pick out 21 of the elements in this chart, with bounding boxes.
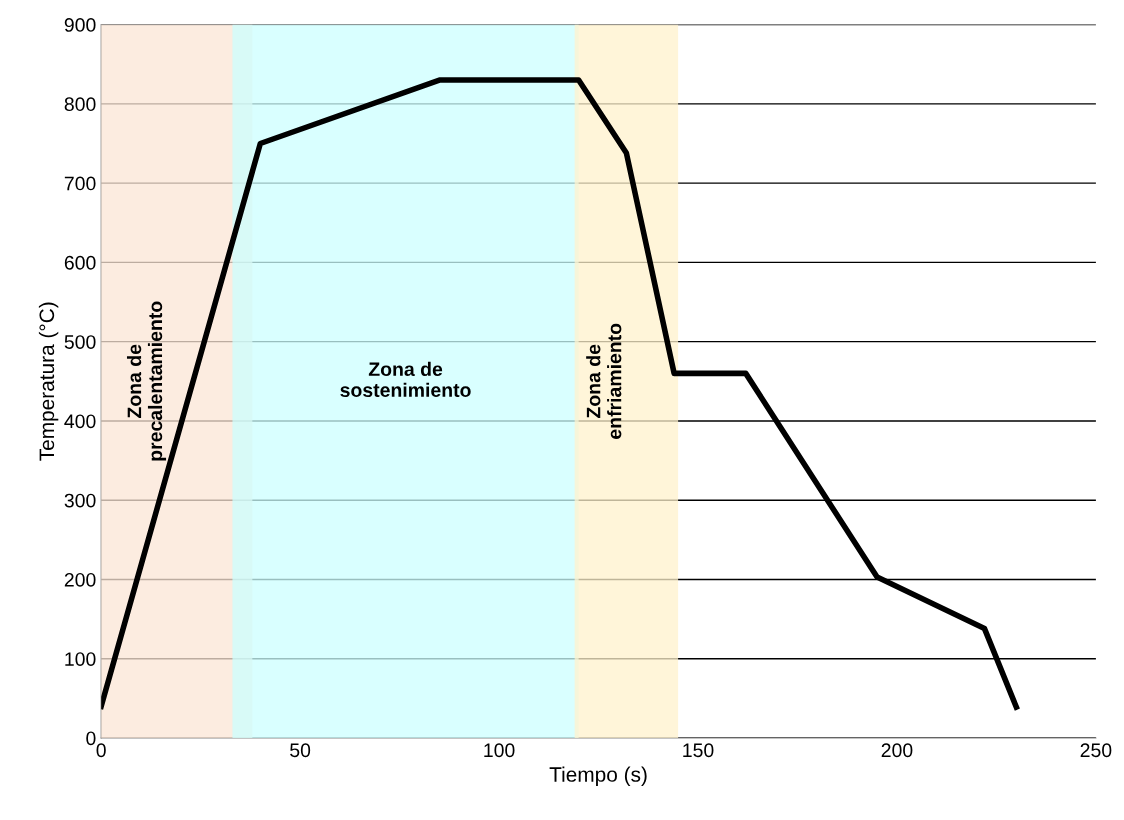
y-tick-label: 500	[64, 335, 96, 349]
y-tick-label: 900	[64, 18, 96, 32]
y-axis-title: Temperatura (°C)	[38, 302, 59, 461]
y-tick-label: 800	[64, 97, 96, 112]
x-tick-label: 100	[484, 743, 515, 758]
y-tick-label: 100	[65, 652, 96, 666]
y-tick-label: 300	[64, 493, 96, 508]
band-label: Zona de enfriamiento	[586, 323, 622, 439]
x-tick-label: 0	[96, 743, 106, 758]
x-axis-title: Tiempo (s)	[549, 766, 647, 786]
y-tick-label: 400	[64, 414, 96, 429]
x-tick-label: 50	[290, 743, 311, 758]
y-tick-label: 0	[86, 731, 96, 746]
band-label: Zona de sostenimiento	[340, 361, 471, 397]
y-tick-label: 700	[64, 176, 96, 191]
band-label: Zona de precalentamiento	[126, 301, 167, 461]
y-tick-label: 200	[64, 572, 96, 587]
y-tick-label: 600	[64, 255, 96, 270]
x-tick-label: 150	[683, 743, 714, 758]
x-tick-label: 250	[1080, 743, 1112, 758]
x-tick-label: 200	[881, 743, 913, 758]
